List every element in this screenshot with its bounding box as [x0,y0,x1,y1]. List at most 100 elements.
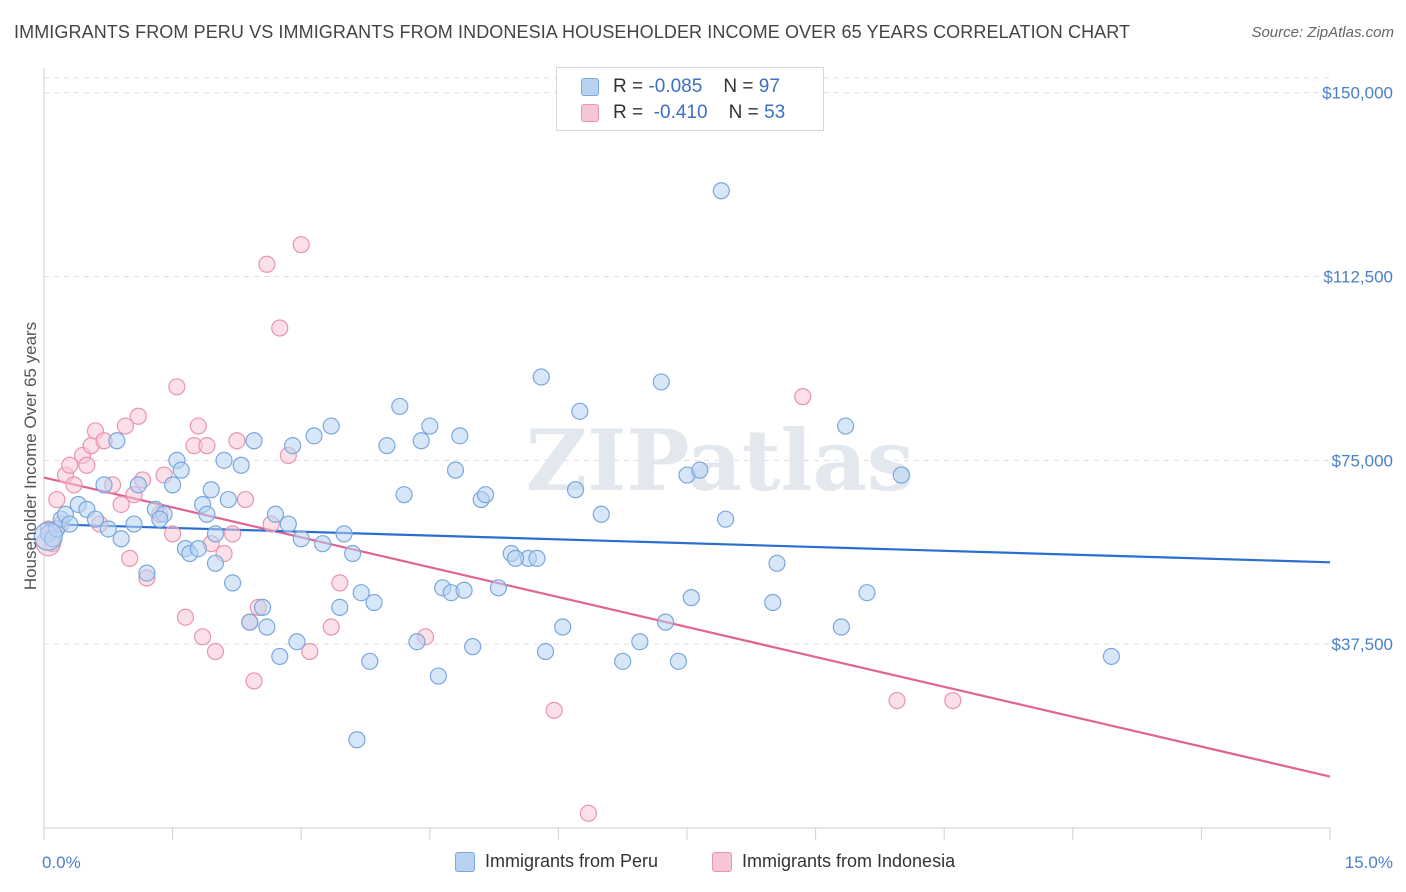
point-indonesia [331,574,349,592]
point-peru [378,437,396,455]
legend-r-value-indonesia: -0.410 [653,102,708,123]
legend-r-label-indonesia: R = [613,102,644,123]
point-peru [33,521,63,551]
point-peru [271,647,289,666]
point-peru [669,652,688,670]
point-peru [206,525,225,543]
point-peru [348,731,366,749]
point-peru [1102,647,1120,666]
point-peru [224,574,242,592]
point-indonesia [888,691,906,710]
point-peru [61,515,79,533]
point-peru [421,417,439,435]
series-label-peru: Immigrants from Peru [485,851,659,871]
point-peru [489,579,507,597]
point-peru [532,368,550,386]
series-legend-indonesia: Immigrants from Indonesia [712,851,955,872]
point-peru [189,539,207,558]
point-indonesia [116,417,135,435]
legend-swatch-peru [581,78,599,96]
point-indonesia [61,456,79,474]
y-tick-label: $112,500 [1323,268,1393,287]
point-peru [858,584,876,602]
point-indonesia [168,378,186,396]
grid-lines [44,77,1330,645]
point-peru [288,633,306,651]
point-peru [412,432,430,450]
legend-n-label-peru: N = [723,76,754,97]
point-peru [344,544,362,563]
point-peru [266,505,285,523]
trend-line-peru [43,522,1331,564]
point-peru [408,633,426,651]
series-swatch-indonesia [712,851,732,872]
points-indonesia [35,236,962,822]
point-indonesia [545,701,563,719]
legend-r-label-peru: R = [613,76,644,97]
legend-n-value-indonesia: 53 [764,102,786,123]
point-indonesia [189,417,207,435]
point-peru [554,618,572,636]
point-peru [314,535,332,553]
point-indonesia [198,437,216,455]
y-axis-label: Householder Income Over 65 years [21,322,40,590]
point-indonesia [78,456,96,474]
point-peru [95,476,113,494]
point-peru [215,451,233,469]
point-peru [682,589,700,607]
point-indonesia [228,432,246,450]
point-peru [241,613,259,631]
point-peru [258,618,276,636]
point-peru [455,581,473,599]
point-indonesia [164,525,182,543]
point-indonesia [129,407,147,425]
legend-r-value-peru: -0.085 [648,76,703,97]
y-tick-label: $150,000 [1322,84,1393,103]
correlation-legend: R = -0.085 N = 97 R = -0.410 N = 53 [556,67,824,131]
legend-n-value-peru: 97 [758,76,780,97]
point-peru [764,593,782,612]
point-indonesia [322,618,340,636]
point-peru [571,402,589,420]
point-indonesia [224,525,242,543]
point-peru [361,652,379,670]
point-peru [451,427,469,445]
point-peru [352,584,370,602]
point-indonesia [301,642,319,661]
point-peru [892,466,910,484]
point-indonesia [48,490,66,509]
series-swatch-peru [455,851,475,872]
x-tick-label: 0.0% [42,853,81,872]
point-peru [151,510,169,528]
source-label: Source: ZipAtlas.com [1251,24,1394,41]
watermark: ZIPatlas [526,411,914,510]
point-peru [476,486,495,504]
point-peru [99,520,117,538]
point-peru [365,593,383,612]
point-peru [464,638,482,656]
point-peru [284,437,302,455]
point-peru [322,417,340,435]
point-peru [331,598,349,617]
trend-line-indonesia [43,476,1331,778]
point-indonesia [194,628,212,646]
point-peru [506,549,525,567]
series-legend-peru: Immigrants from Peru [455,851,658,872]
point-peru [164,476,182,494]
series-label-indonesia: Immigrants from Indonesia [742,851,956,871]
point-peru [219,490,237,509]
point-indonesia [944,691,962,710]
point-indonesia [176,608,195,626]
point-peru [232,456,250,474]
point-peru [245,432,263,450]
legend-swatch-indonesia [581,104,599,122]
point-peru [391,397,409,416]
y-tick-label: $75,000 [1332,451,1393,470]
series-legend: Immigrants from Peru Immigrants from Ind… [0,851,1406,877]
point-peru [536,642,555,661]
axes [43,68,1331,840]
point-peru [292,530,310,548]
legend-row-peru: R = -0.085 N = 97 [581,75,780,99]
x-tick-label: 15.0% [1345,853,1393,872]
point-indonesia [206,642,225,661]
